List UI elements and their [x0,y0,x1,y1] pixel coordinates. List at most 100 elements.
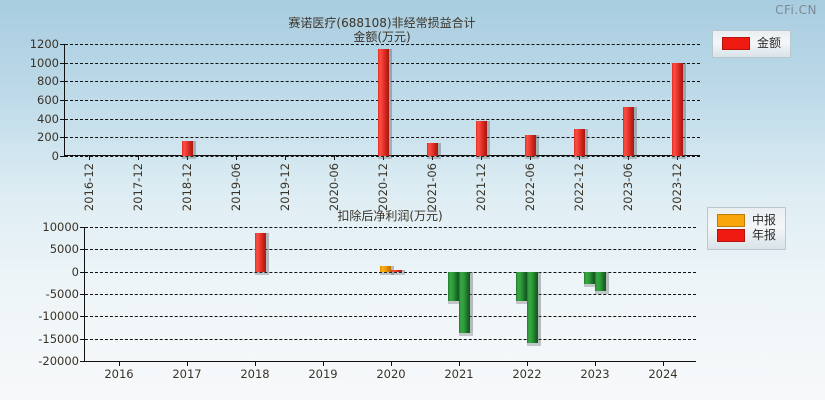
profit-legend: 中报 年报 [707,207,787,250]
bar[interactable] [475,121,490,159]
y-axis-label: 200 [37,130,59,145]
x-axis-label: 2019-06 [229,163,244,212]
bar-fill [584,271,595,285]
bar-fill [182,141,194,156]
bar[interactable] [426,142,441,159]
y-axis-label: 5000 [49,242,79,257]
site-watermark: CFi.CN [775,3,817,17]
y-tick-mark [60,118,65,120]
y-tick-mark [80,249,85,251]
x-axis-label: 2024 [648,367,678,381]
x-axis-label: 2016-12 [82,163,97,212]
x-tick-mark [334,155,336,160]
x-tick-mark [527,361,528,366]
bar-base-shadow [380,271,394,275]
x-tick-mark [391,361,392,366]
bar-fill [516,271,527,301]
bar[interactable] [516,271,530,304]
x-tick-mark [323,361,324,366]
bar[interactable] [573,128,588,159]
x-axis-label: 2021 [444,367,474,381]
bar-base-shadow [527,343,541,347]
bar-fill [622,106,634,156]
gridline [85,227,696,228]
bar[interactable] [380,265,394,275]
bar-shadow [402,269,405,272]
gridline [85,249,696,251]
x-axis-label: 2023-06 [620,163,635,212]
legend-label: 中报 [752,213,777,227]
bar[interactable] [622,106,637,159]
x-tick-mark [663,361,664,366]
bar[interactable] [584,271,598,288]
bar-fill [459,271,470,334]
bar-shadow [584,128,588,156]
bar-fill [391,269,402,272]
x-tick-mark [578,155,580,160]
x-axis-label: 2017-12 [131,163,146,212]
bar-fill [378,48,389,156]
bar[interactable] [255,233,269,275]
bar-base-shadow [595,291,609,295]
bar[interactable] [391,269,405,275]
bar-base-shadow [459,333,473,337]
bar-shadow [389,48,392,156]
chart-title: 赛诺医疗(688108)非经常损益合计 [288,16,476,30]
x-tick-mark [431,155,433,160]
profit-chart-title: 扣除后净利润(万元) [337,209,443,223]
legend-label: 年报 [752,228,777,242]
x-tick-mark [383,155,384,160]
gridline [85,316,696,318]
x-axis-label: 2021-12 [473,163,488,212]
bar-shadow [193,141,197,156]
x-axis-label: 2019 [308,367,338,381]
bar-base-shadow [475,155,490,159]
bar[interactable] [671,62,686,159]
bar[interactable] [524,134,539,159]
bar-shadow [633,106,637,156]
bar-fill [595,271,606,292]
y-tick-mark [80,227,85,228]
bar-fill [573,128,585,156]
bar[interactable] [527,271,541,347]
y-axis-label: -20000 [38,354,79,368]
bar[interactable] [459,271,473,337]
bar-base-shadow [516,300,530,304]
x-axis-label: 2021-06 [424,163,439,212]
x-tick-mark [676,155,678,160]
gridline [85,294,696,295]
amount-plot-area: 0 200 400 600 800 1000 1200 2016-12 2017-12 2018-… [30,37,700,211]
gridline [85,338,696,340]
x-axis-label: 2022-12 [571,163,586,212]
bar-base-shadow [378,155,392,159]
x-axis-label: 2020-12 [376,163,390,212]
x-tick-mark [187,155,189,160]
legend-swatch-icon [717,214,745,227]
y-axis-label: 1000 [29,55,59,70]
legend-item[interactable]: 中报 [717,213,776,228]
bar-fill [426,142,438,156]
profit-chart-panel: 扣除后净利润(万元) -20000 -15000 -10000 -5000 0 5000 1… [38,209,696,381]
bar[interactable] [448,271,462,304]
bar-base-shadow [524,155,539,159]
legend-item[interactable]: 金额 [722,36,781,51]
bar-base-shadow [584,284,598,288]
bar-fill [527,271,538,344]
chart-subtitle: 金额(万元) [353,30,411,44]
x-axis-label: 2022 [512,367,542,381]
bar-base-shadow [391,271,405,275]
x-axis-label: 2020 [376,367,406,381]
bar-shadow [266,233,269,272]
bar-fill [475,121,487,156]
legend-item[interactable]: 年报 [717,228,776,243]
bar[interactable] [595,271,609,295]
bar-base-shadow [671,155,686,159]
x-tick-mark [236,155,238,160]
bar[interactable] [182,141,197,159]
y-tick-mark [60,100,65,101]
amount-chart-panel: 赛诺医疗(688108)非经常损益合计 金额(万元) 0 200 400 600 800… [30,16,700,211]
bar-shadow [437,142,441,156]
bar-base-shadow [622,155,637,159]
bar[interactable] [378,48,392,159]
y-tick-mark [80,271,85,273]
